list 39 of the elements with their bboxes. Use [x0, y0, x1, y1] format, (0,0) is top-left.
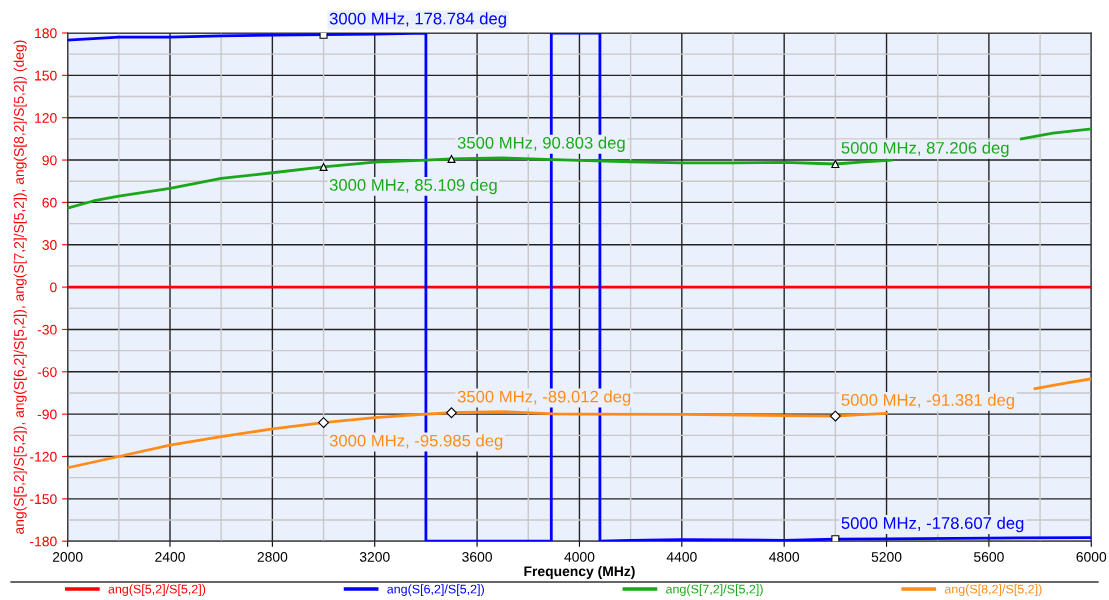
x-tick-label: 4800 [769, 551, 800, 562]
y-tick-label: -30 [37, 324, 57, 335]
annotation: 3000 MHz, 178.784 deg [329, 12, 506, 28]
y-tick-label: 150 [35, 70, 57, 81]
annotation: 3500 MHz, -89.012 deg [457, 390, 631, 406]
x-tick-label: 5200 [871, 551, 902, 562]
y-tick-label: 60 [42, 197, 57, 208]
legend-label: ang(S[7,2]/S[5,2]) [666, 584, 763, 596]
y-tick-label: -120 [30, 451, 57, 462]
y-tick-label: 0 [50, 282, 57, 293]
x-tick-label: 5600 [974, 551, 1004, 562]
annotation: 5000 MHz, 87.206 deg [841, 141, 1009, 158]
x-tick-label: 2400 [155, 551, 185, 562]
x-tick-label: 4400 [666, 551, 697, 562]
legend-label: ang(S[8,2]/S[5,2]) [944, 584, 1042, 596]
x-tick-label: 3600 [462, 551, 492, 562]
annotation: 3000 MHz, 85.109 deg [329, 178, 497, 195]
y-tick-label: 30 [42, 240, 57, 250]
line-series [67, 33, 1092, 542]
y-axis-title: ang(S[5,2]/S[5,2]), ang(S[6,2]/S[5,2]), ang(S[7,2]/S[5,2]), ang(S[8,2]/S[5,2]) (deg) [13, 40, 27, 534]
y-tick-label: 90 [42, 155, 57, 166]
y-tick-label: -60 [37, 367, 57, 377]
legend-label: ang(S[6,2]/S[5,2]) [387, 584, 484, 596]
x-tick-label: 3200 [359, 551, 390, 562]
x-tick-label: 2800 [257, 551, 288, 562]
annotation: 5000 MHz, -178.607 deg [841, 516, 1024, 533]
x-tick-label: 2000 [52, 551, 83, 562]
y-tick-label: -90 [37, 409, 57, 420]
y-tick-label: 180 [35, 28, 57, 39]
y-tick-label: 120 [35, 113, 57, 123]
x-tick-label: 4000 [564, 551, 595, 562]
annotation: 5000 MHz, -91.381 deg [841, 393, 1015, 410]
y-tick-label: -150 [30, 494, 57, 505]
annotation: 3500 MHz, 90.803 deg [457, 136, 625, 152]
y-tick-label: -180 [30, 536, 57, 547]
x-axis-title: Frequency (MHz) [524, 565, 635, 579]
legend-label: ang(S[5,2]/S[5,2]) [108, 584, 206, 596]
x-tick-label: 6000 [1076, 551, 1107, 562]
annotation: 3000 MHz, -95.985 deg [329, 434, 503, 450]
